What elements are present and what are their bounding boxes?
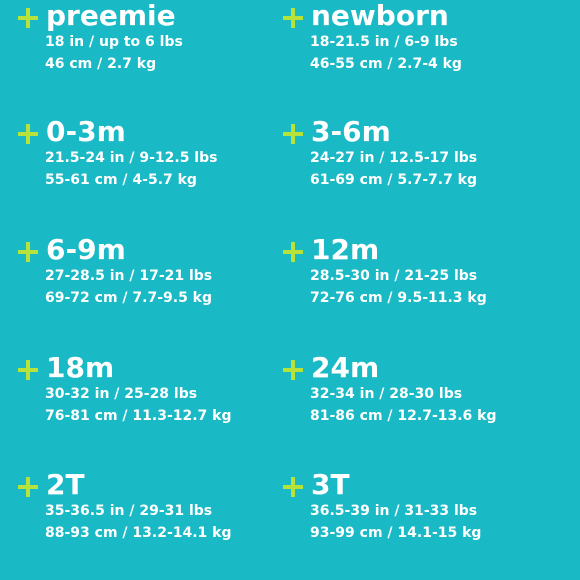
size-imperial: 18 in / up to 6 lbs [45, 34, 183, 50]
plus-icon [283, 360, 303, 380]
size-name: 0-3m [46, 115, 126, 148]
plus-icon [18, 8, 38, 28]
plus-icon [18, 124, 38, 144]
size-name: 24m [311, 351, 380, 384]
size-name: 12m [311, 233, 380, 266]
size-imperial: 30-32 in / 25-28 lbs [45, 386, 198, 402]
size-imperial: 35-36.5 in / 29-31 lbs [45, 503, 213, 519]
size-metric: 55-61 cm / 4-5.7 kg [45, 172, 197, 188]
size-imperial: 28.5-30 in / 21-25 lbs [310, 268, 478, 284]
size-imperial: 32-34 in / 28-30 lbs [310, 386, 463, 402]
size-metric: 46 cm / 2.7 kg [45, 56, 157, 72]
size-name: 3-6m [311, 115, 391, 148]
size-name: 3T [311, 468, 350, 501]
plus-icon [283, 124, 303, 144]
size-name: newborn [311, 0, 449, 32]
plus-icon [283, 8, 303, 28]
size-metric: 72-76 cm / 9.5-11.3 kg [310, 290, 487, 306]
size-imperial: 18-21.5 in / 6-9 lbs [310, 34, 458, 50]
plus-icon [283, 477, 303, 497]
size-name: 2T [46, 468, 85, 501]
size-name: 18m [46, 351, 115, 384]
size-metric: 88-93 cm / 13.2-14.1 kg [45, 525, 232, 541]
plus-icon [18, 242, 38, 262]
size-imperial: 36.5-39 in / 31-33 lbs [310, 503, 478, 519]
size-imperial: 21.5-24 in / 9-12.5 lbs [45, 150, 218, 166]
size-imperial: 27-28.5 in / 17-21 lbs [45, 268, 213, 284]
size-metric: 61-69 cm / 5.7-7.7 kg [310, 172, 478, 188]
size-metric: 93-99 cm / 14.1-15 kg [310, 525, 482, 541]
size-metric: 46-55 cm / 2.7-4 kg [310, 56, 462, 72]
plus-icon [18, 360, 38, 380]
size-metric: 76-81 cm / 11.3-12.7 kg [45, 408, 232, 424]
size-name: preemie [46, 0, 176, 32]
plus-icon [18, 477, 38, 497]
size-imperial: 24-27 in / 12.5-17 lbs [310, 150, 478, 166]
size-metric: 69-72 cm / 7.7-9.5 kg [45, 290, 213, 306]
plus-icon [283, 242, 303, 262]
size-name: 6-9m [46, 233, 126, 266]
size-metric: 81-86 cm / 12.7-13.6 kg [310, 408, 497, 424]
